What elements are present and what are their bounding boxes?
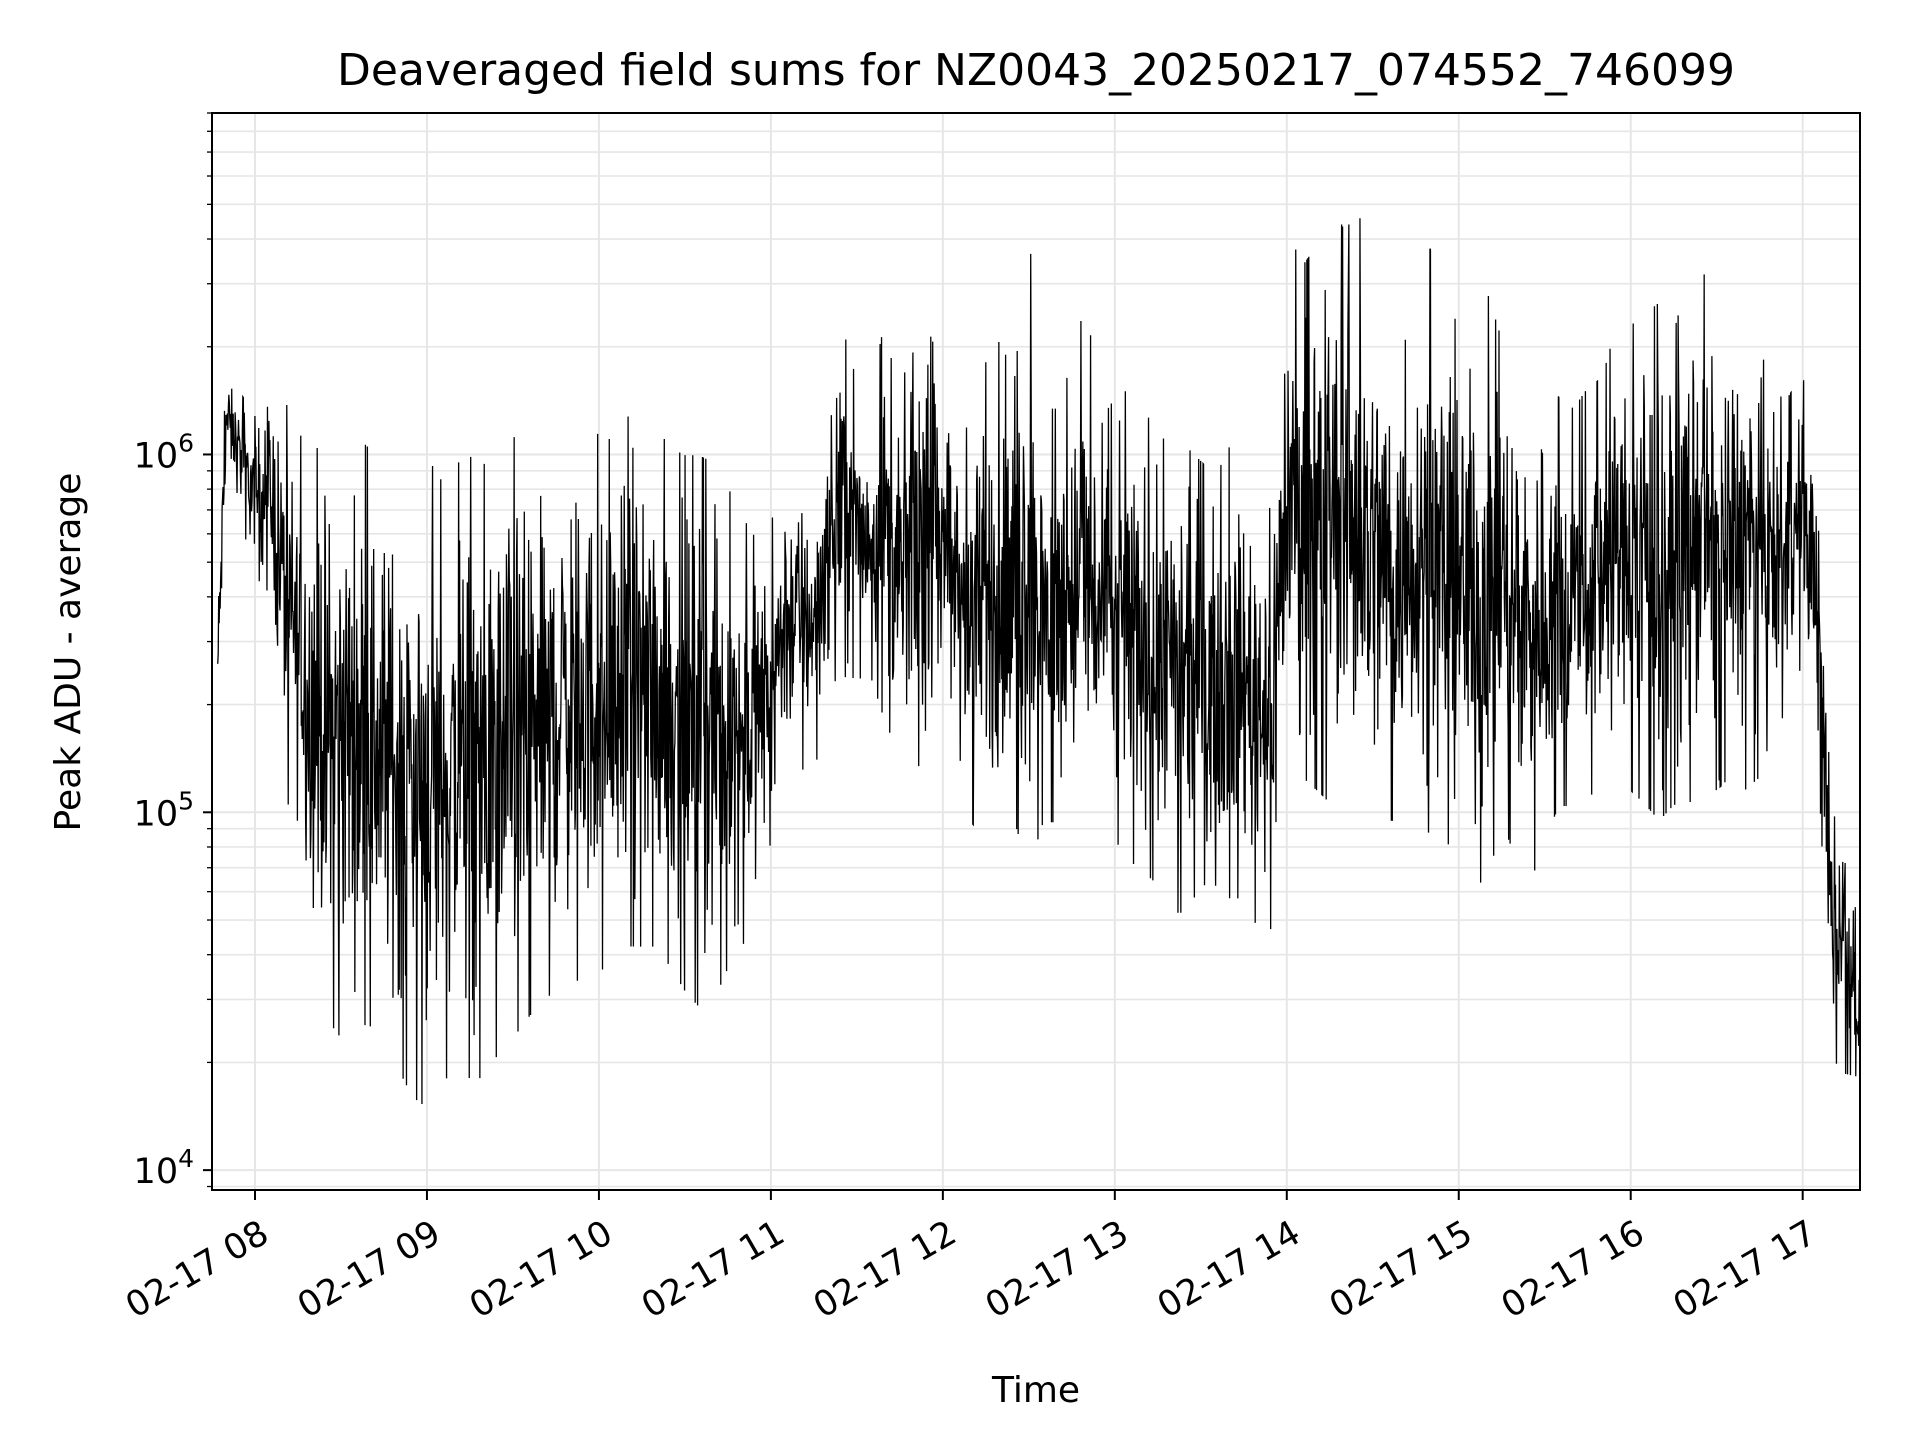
x-axis: 02-17 08 02-17 09 02-17 10 02-17 11 02-17 12… [119, 1190, 1823, 1326]
plot-frame [211, 112, 1861, 1191]
x-tick-label: 02-17 09 [291, 1213, 447, 1326]
x-tick-label: 02-17 13 [979, 1213, 1135, 1326]
x-tick-label: 02-17 11 [635, 1213, 791, 1326]
x-tick-label: 02-17 12 [807, 1213, 963, 1326]
y-tick-label: 105 [134, 786, 194, 834]
series-line [217, 218, 1860, 1105]
x-tick-label: 02-17 14 [1151, 1213, 1307, 1326]
y-axis-label: Peak ADU - average [48, 473, 89, 832]
x-tick-label: 02-17 08 [119, 1213, 275, 1326]
x-axis-label: Time [991, 1370, 1080, 1411]
x-tick-label: 02-17 17 [1667, 1213, 1823, 1326]
y-axis: 104 105 106 [134, 112, 212, 1192]
x-tick-label: 02-17 10 [463, 1213, 619, 1326]
chart-title: Deaveraged field sums for NZ0043_2025021… [337, 45, 1735, 96]
x-tick-label: 02-17 15 [1323, 1213, 1479, 1326]
y-tick-label: 106 [134, 428, 194, 476]
x-tick-label: 02-17 16 [1495, 1213, 1651, 1326]
y-tick-label: 104 [134, 1144, 194, 1192]
